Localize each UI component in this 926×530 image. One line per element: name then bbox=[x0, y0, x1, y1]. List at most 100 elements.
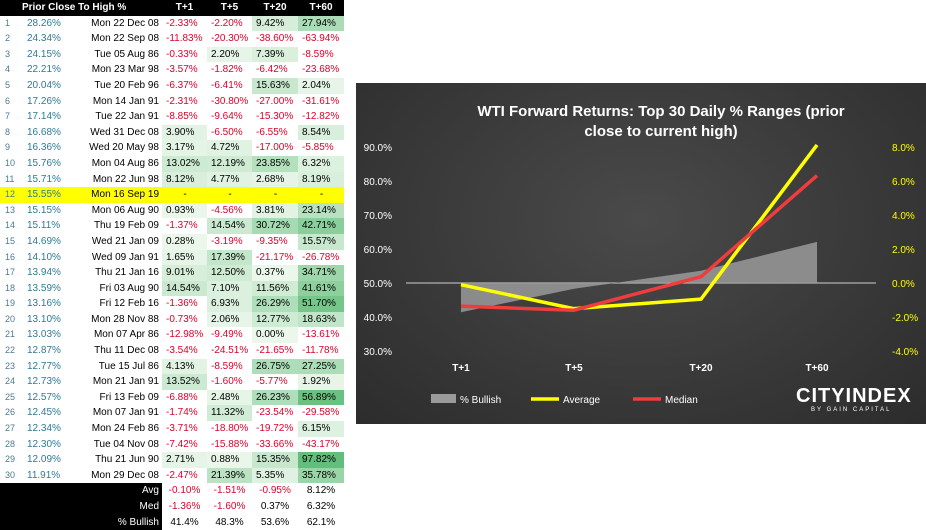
return-cell-t1: 0.28% bbox=[162, 233, 207, 250]
row-index: 14 bbox=[5, 220, 16, 231]
header-prior-close: Prior Close To High % bbox=[0, 0, 162, 16]
range-pct-cell: 11.91% bbox=[27, 469, 61, 481]
return-cell-t1: 2.71% bbox=[162, 452, 207, 468]
return-cell-t20: 2.68% bbox=[252, 171, 298, 188]
range-pct-cell: 15.15% bbox=[27, 204, 61, 216]
range-pct-cell: 12.77% bbox=[27, 360, 61, 372]
summary-value-t5: 48.3% bbox=[207, 514, 252, 530]
return-cell-t60: -12.82% bbox=[302, 111, 340, 123]
table-row: 16 14.10% Wed 09 Jan 91 1.65% 17.39% -21.17% -… bbox=[0, 249, 344, 266]
return-cell-t1: -0.33% bbox=[166, 48, 198, 60]
return-cell-t5: -9.49% bbox=[211, 329, 243, 341]
table-row: 25 12.57% Fri 13 Feb 09 -6.88% 2.48% 26.23% 56… bbox=[0, 389, 344, 406]
table-row: 11 15.71% Mon 22 Jun 98 8.12% 4.77% 2.68% 8.19… bbox=[0, 171, 344, 188]
return-cell-t5: 0.88% bbox=[207, 452, 252, 468]
table-row: 13 15.15% Mon 06 Aug 90 0.93% -4.56% 3.81% 23.… bbox=[0, 202, 344, 219]
range-pct-cell: 15.76% bbox=[27, 157, 61, 169]
range-pct-cell: 24.34% bbox=[27, 33, 61, 45]
header-t20: T+20 bbox=[252, 0, 298, 16]
range-pct-cell: 12.34% bbox=[27, 423, 61, 435]
date-cell: Mon 22 Dec 08 bbox=[91, 17, 159, 29]
return-cell-t20: -6.55% bbox=[256, 126, 288, 138]
y-right-tick-label: -4.0% bbox=[892, 347, 918, 358]
row-index: 9 bbox=[5, 142, 11, 153]
date-cell: Thu 11 Dec 08 bbox=[94, 345, 159, 357]
return-cell-t60: 27.94% bbox=[298, 15, 344, 32]
row-index: 11 bbox=[5, 173, 15, 184]
table-row: 8 16.68% Wed 31 Dec 08 3.90% -6.50% -6.55% 8.5… bbox=[0, 124, 344, 141]
return-cell-t20: -38.60% bbox=[256, 33, 294, 45]
row-index: 5 bbox=[5, 79, 11, 90]
summary-value-t1: 41.4% bbox=[162, 514, 207, 530]
return-cell-t20: 0.00% bbox=[252, 327, 298, 344]
returns-table: Prior Close To High % T+1 T+5 T+20 T+60 … bbox=[0, 0, 344, 530]
row-index: 17 bbox=[5, 267, 16, 278]
date-cell: Fri 13 Feb 09 bbox=[99, 391, 159, 403]
date-cell: Fri 03 Aug 90 bbox=[99, 282, 159, 294]
row-index: 15 bbox=[5, 235, 16, 246]
table-row: 26 12.45% Mon 07 Jan 91 -1.74% 11.32% -23.54%… bbox=[0, 405, 344, 422]
date-cell: Mon 07 Jan 91 bbox=[92, 407, 159, 419]
chart-panel: WTI Forward Returns: Top 30 Daily % Rang… bbox=[356, 83, 926, 424]
return-cell-t5: 2.06% bbox=[207, 311, 252, 328]
return-cell-t5: 6.93% bbox=[207, 296, 252, 312]
table-row: 22 12.87% Thu 11 Dec 08 -3.54% -24.51% -21.65… bbox=[0, 343, 344, 359]
return-cell-t1: - bbox=[162, 187, 207, 203]
brand-logo-text: CITYINDEX bbox=[796, 385, 912, 407]
table-row: 28 12.30% Tue 04 Nov 08 -7.42% -15.88% -33.66… bbox=[0, 437, 344, 453]
return-cell-t5: 12.19% bbox=[207, 155, 252, 172]
date-cell: Mon 06 Aug 90 bbox=[91, 204, 159, 216]
return-cell-t5: 21.39% bbox=[207, 467, 252, 484]
return-cell-t1: -0.73% bbox=[166, 313, 198, 325]
y-right-tick-label: 4.0% bbox=[892, 211, 915, 222]
range-pct-cell: 13.03% bbox=[27, 329, 61, 341]
return-cell-t1: 3.90% bbox=[162, 124, 207, 141]
return-cell-t60: -13.61% bbox=[302, 329, 340, 341]
table-row: 10 15.76% Mon 04 Aug 86 13.02% 12.19% 23.85% 6… bbox=[0, 155, 344, 172]
return-cell-t20: 23.85% bbox=[252, 155, 298, 172]
y-left-tick-label: 70.0% bbox=[364, 211, 392, 222]
row-index: 3 bbox=[5, 48, 11, 59]
row-index: 24 bbox=[5, 376, 16, 387]
return-cell-t5: -3.19% bbox=[211, 235, 243, 247]
range-pct-cell: 15.11% bbox=[27, 220, 61, 232]
date-cell: Mon 22 Jun 98 bbox=[92, 173, 159, 185]
y-left-tick-label: 50.0% bbox=[364, 279, 392, 290]
return-cell-t20: 0.37% bbox=[252, 265, 298, 281]
return-cell-t1: -3.54% bbox=[166, 345, 198, 357]
row-index: 6 bbox=[5, 95, 11, 106]
table-row: 29 12.09% Thu 21 Jun 90 2.71% 0.88% 15.35% 97.… bbox=[0, 452, 344, 468]
date-cell: Mon 24 Feb 86 bbox=[91, 423, 159, 435]
table-row: 6 17.26% Mon 14 Jan 91 -2.31% -30.80% -27.00%… bbox=[0, 94, 344, 110]
return-cell-t20: 11.56% bbox=[252, 280, 298, 297]
return-cell-t5: 14.54% bbox=[207, 218, 252, 234]
return-cell-t20: -17.00% bbox=[256, 142, 294, 154]
return-cell-t60: 15.57% bbox=[298, 233, 344, 250]
table-row: 17 13.94% Thu 21 Jan 16 9.01% 12.50% 0.37% 34.… bbox=[0, 265, 344, 281]
x-tick-label: T+20 bbox=[689, 363, 713, 374]
y-left-tick-label: 90.0% bbox=[364, 143, 392, 154]
date-cell: Mon 04 Aug 86 bbox=[91, 157, 159, 169]
row-index: 28 bbox=[5, 438, 16, 449]
range-pct-cell: 20.04% bbox=[27, 79, 61, 91]
range-pct-cell: 12.73% bbox=[27, 376, 61, 388]
table-row: 23 12.77% Tue 15 Jul 86 4.13% -8.59% 26.75% 27… bbox=[0, 358, 344, 375]
return-cell-t1: -12.98% bbox=[166, 329, 204, 341]
summary-value-t1: -0.10% bbox=[162, 483, 207, 499]
table-row: 14 15.11% Thu 19 Feb 09 -1.37% 14.54% 30.72% 4… bbox=[0, 218, 344, 234]
table-row: 12 15.55% Mon 16 Sep 19- - - - bbox=[0, 187, 344, 203]
range-pct-cell: 17.26% bbox=[27, 95, 61, 107]
row-index: 27 bbox=[5, 423, 16, 434]
return-cell-t1: 9.01% bbox=[162, 265, 207, 281]
legend-swatch-bullish bbox=[431, 394, 456, 403]
return-cell-t60: 8.19% bbox=[298, 171, 344, 188]
return-cell-t5: -6.50% bbox=[211, 126, 243, 138]
return-cell-t5: -4.56% bbox=[211, 204, 243, 216]
return-cell-t60: 35.78% bbox=[298, 467, 344, 484]
summary-value-t60: 6.32% bbox=[298, 499, 344, 515]
return-cell-t5: 12.50% bbox=[207, 265, 252, 281]
return-cell-t20: 26.23% bbox=[252, 389, 298, 406]
return-cell-t5: -6.41% bbox=[211, 79, 243, 91]
return-cell-t20: 7.39% bbox=[252, 46, 298, 63]
return-cell-t1: -3.71% bbox=[166, 423, 198, 435]
